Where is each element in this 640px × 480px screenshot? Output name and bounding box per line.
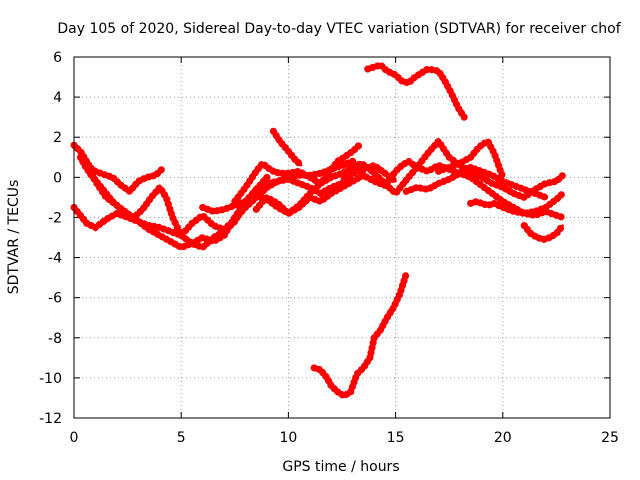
series-arc-11 <box>467 197 567 221</box>
y-tick-label: 4 <box>53 90 62 106</box>
series-arc-9 <box>340 135 567 202</box>
data-series <box>70 61 567 401</box>
series-markers <box>402 163 550 201</box>
x-tick-label: 10 <box>279 430 297 446</box>
series-markers <box>340 135 567 202</box>
y-tick-label: -12 <box>39 411 62 427</box>
y-tick-label: 6 <box>53 50 62 66</box>
series-markers <box>435 136 507 181</box>
series-markers <box>364 61 468 121</box>
series-arc-10 <box>402 163 550 201</box>
series-markers <box>310 270 410 401</box>
series-arc-14 <box>364 61 468 121</box>
series-markers <box>199 163 367 218</box>
y-tick-label: -10 <box>39 371 62 387</box>
tick-labels: 0 5 10 15 20 25 -12 -10 -8 -6 -4 -2 0 2 4 6 <box>39 50 619 446</box>
series-markers <box>76 153 271 252</box>
series-arc-4 <box>83 161 166 197</box>
y-tick-label: -2 <box>48 210 62 226</box>
series-arc-5 <box>231 141 363 205</box>
series-arc-15 <box>310 270 410 401</box>
series-markers <box>467 197 567 221</box>
x-tick-label: 15 <box>387 430 405 446</box>
chart-title: Day 105 of 2020, Sidereal Day-to-day VTE… <box>57 21 621 37</box>
series-arc-8 <box>199 163 367 218</box>
grid-lines <box>74 57 610 418</box>
y-tick-label: -8 <box>48 331 62 347</box>
y-tick-label: -4 <box>48 251 62 267</box>
y-tick-label: 2 <box>53 130 62 146</box>
x-tick-label: 20 <box>494 430 512 446</box>
axis-ticks <box>73 56 611 419</box>
x-tick-label: 0 <box>70 430 79 446</box>
series-markers <box>520 222 567 244</box>
series-arc-12 <box>435 136 507 181</box>
series-arc-13 <box>520 222 567 244</box>
y-axis-label: SDTVAR / TECUs <box>6 180 22 295</box>
x-tick-label: 25 <box>601 430 619 446</box>
y-tick-label: 0 <box>53 170 62 186</box>
x-axis-label: GPS time / hours <box>282 459 399 475</box>
plot-frame <box>73 56 611 419</box>
y-tick-label: -6 <box>48 291 62 307</box>
x-tick-label: 5 <box>177 430 186 446</box>
series-arc-3 <box>76 153 271 252</box>
series-arc-6 <box>269 127 305 169</box>
series-markers <box>231 141 363 205</box>
series-markers <box>269 127 305 169</box>
series-markers <box>83 161 166 197</box>
